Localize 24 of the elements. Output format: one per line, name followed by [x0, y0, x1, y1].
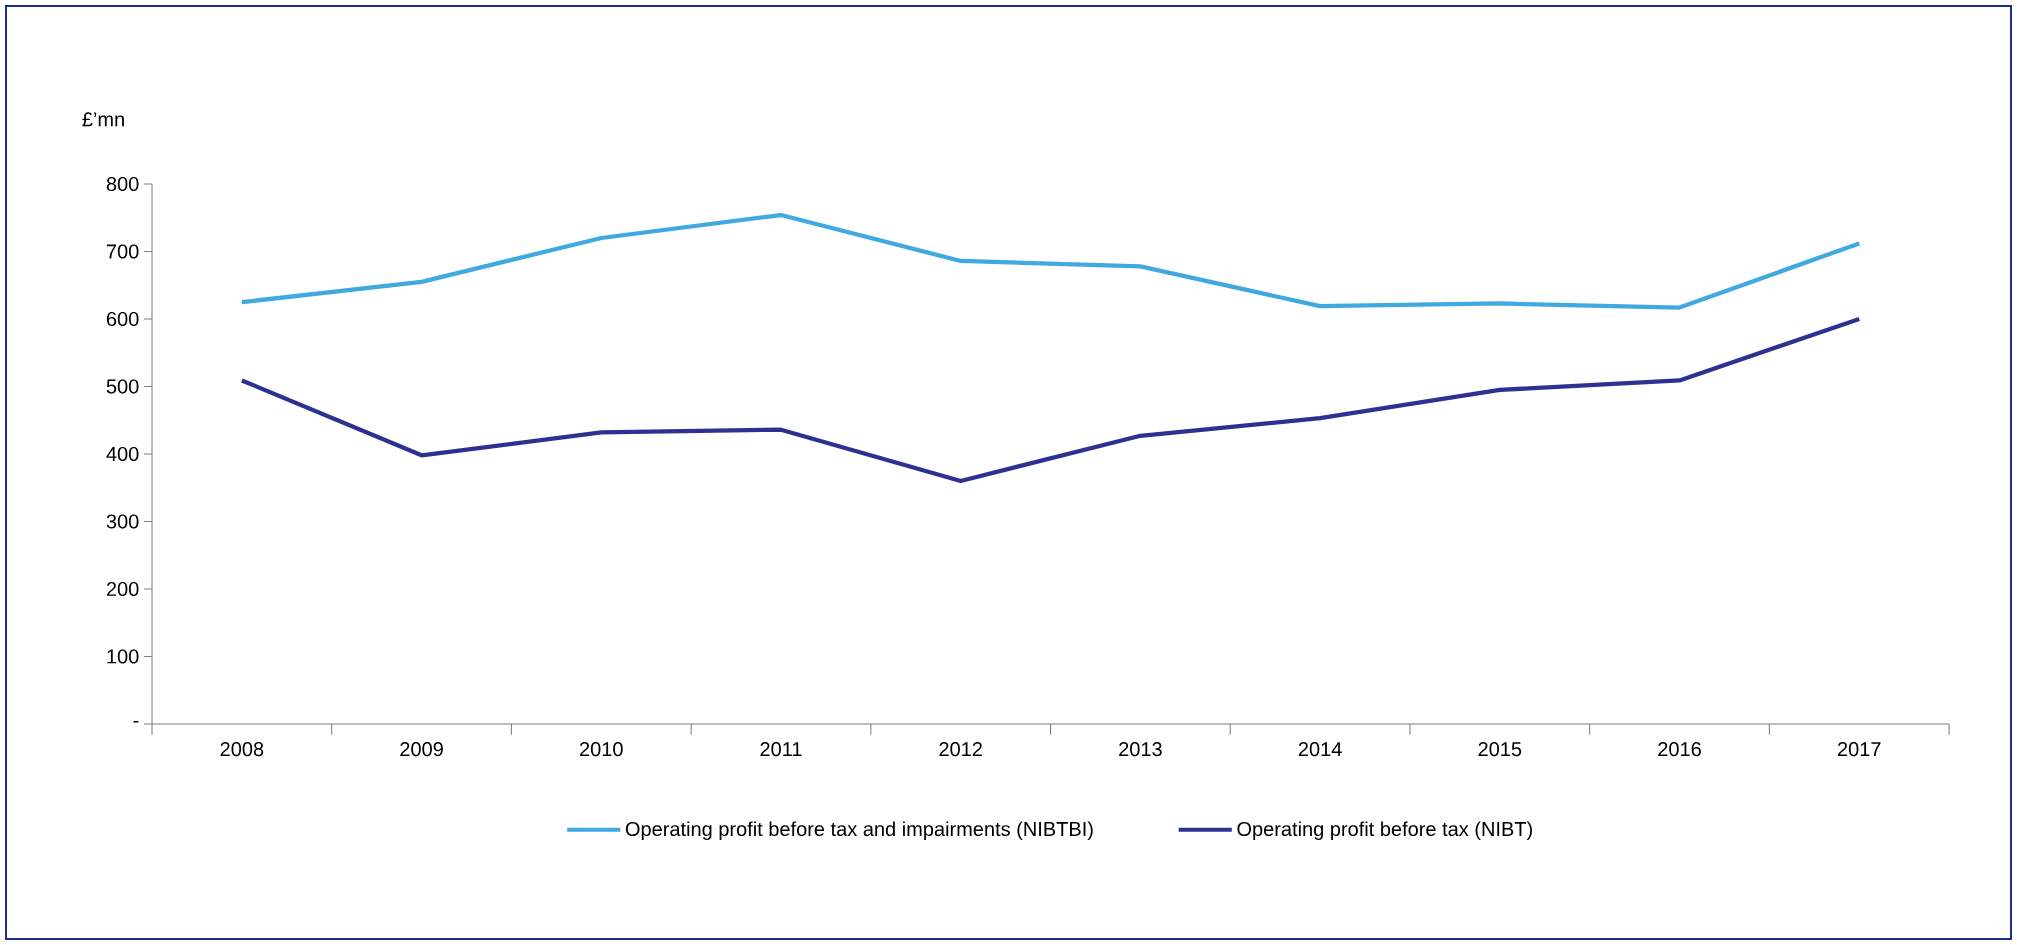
- x-tick-label: 2013: [1119, 742, 1162, 757]
- x-tick-label: 2011: [760, 742, 802, 757]
- y-tick-label: 500: [106, 379, 139, 394]
- y-tick-label: 600: [106, 311, 139, 327]
- y-tick-label: 300: [106, 514, 139, 529]
- line-series: [239, 316, 1862, 484]
- x-tick-label: 2015: [1478, 742, 1522, 757]
- legend-label: Operating profit before tax (NIBT): [1237, 821, 1532, 841]
- legend-label: Operating profit before tax and impairments (NIBTBI): [625, 821, 1093, 841]
- y-tick-label: 100: [107, 649, 139, 664]
- x-tick-label: 2009: [400, 742, 443, 757]
- x-tick-label: 2014: [1298, 742, 1342, 757]
- y-axis-title: £’mn: [82, 112, 124, 127]
- y-tick-label: 200: [106, 581, 139, 597]
- y-tick-label: -: [133, 720, 139, 723]
- x-tick-label: 2008: [220, 742, 264, 757]
- x-tick-label: 2012: [939, 742, 982, 757]
- x-tick-label: 2010: [580, 742, 623, 757]
- y-tick-label: 400: [106, 446, 139, 462]
- x-tick-label: 2016: [1658, 742, 1701, 757]
- y-tick-label: 800: [106, 176, 139, 192]
- x-tick-label: 2017: [1837, 742, 1881, 757]
- y-tick-label: 700: [106, 244, 139, 259]
- line-series: [239, 212, 1862, 310]
